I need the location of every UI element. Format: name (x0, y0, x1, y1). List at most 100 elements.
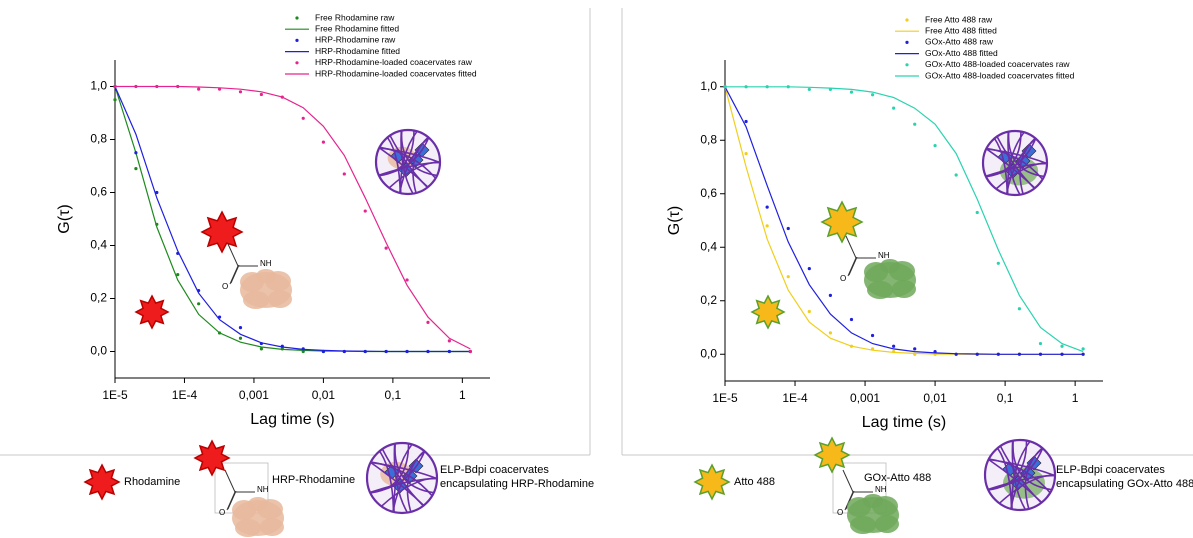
key-note: ELP-Bdpi coacervates encapsulating HRP-R… (440, 464, 595, 490)
protein-icon (232, 497, 284, 537)
y-tick-label: 1,0 (90, 79, 107, 93)
y-tick-label: 0,0 (90, 344, 107, 358)
polymer-strand (1010, 447, 1044, 509)
key-label: HRP-Rhodamine (272, 474, 355, 486)
x-tick-label: 0,1 (385, 388, 402, 402)
x-tick-label: 0,01 (923, 391, 947, 405)
molecule-label: NH (878, 251, 890, 260)
molecule-label: NH (260, 259, 272, 268)
data-point (996, 261, 1000, 265)
key-label: ELP-Bdpi coacervates encapsulating HRP-R… (440, 464, 595, 490)
polymer-strand (398, 137, 430, 194)
coacervate-icon (374, 128, 442, 196)
y-tick-label: 0,6 (700, 186, 717, 200)
data-point (176, 273, 180, 277)
data-point (892, 106, 896, 110)
molecule-label: O (837, 508, 843, 517)
coacervate-icon (981, 129, 1049, 197)
data-point (807, 267, 811, 271)
molecule-bond (224, 469, 255, 511)
data-point (1081, 352, 1085, 356)
y-tick-label: 1,0 (700, 79, 717, 93)
fit-line (724, 86, 1084, 355)
data-point (744, 152, 748, 156)
data-point (786, 275, 790, 279)
legend-label: Free Atto 488 raw (925, 14, 993, 24)
polymer-strand (389, 135, 429, 188)
data-point (954, 173, 958, 177)
legend-label: Free Rhodamine fitted (315, 23, 399, 33)
data-point (828, 331, 833, 335)
polymer-strand (996, 447, 1013, 509)
legend-label: HRP-Rhodamine fitted (315, 46, 400, 56)
data-point (744, 119, 748, 124)
y-tick-label: 0,2 (700, 293, 717, 307)
protein-icon (847, 494, 899, 534)
y-axis-label: G(τ) (666, 206, 683, 235)
data-point (975, 210, 979, 215)
molecule-label: NH (875, 485, 887, 494)
coacervate-icon (983, 438, 1057, 512)
data-point (134, 151, 138, 155)
data-point (155, 190, 159, 195)
molecule-label: O (219, 508, 225, 517)
dye-icon (200, 210, 244, 254)
protein-blob (235, 519, 261, 537)
data-point (765, 205, 769, 209)
data-point (197, 87, 201, 91)
protein-blob (867, 281, 893, 299)
protein-blob (256, 269, 276, 283)
dye-icon (193, 439, 231, 477)
polymer-strand (1005, 138, 1037, 195)
fit-line (725, 86, 1084, 353)
y-axis-label: G(τ) (56, 204, 73, 233)
dye-icon (820, 200, 864, 244)
protein-icon (240, 269, 292, 309)
protein-icon (864, 259, 916, 299)
data-point (892, 344, 896, 348)
legend-marker (905, 18, 909, 22)
dye-icon (750, 294, 786, 330)
data-point (238, 326, 243, 330)
polymer-strand (386, 136, 402, 194)
x-tick-label: 0,001 (239, 388, 269, 402)
data-point (933, 144, 937, 148)
data-point (1038, 341, 1043, 346)
polymer-strand (392, 450, 426, 512)
data-point (259, 92, 263, 97)
x-axis-label: Lag time (s) (250, 411, 334, 428)
polymer-strand (381, 448, 424, 507)
dye-icon (813, 436, 851, 474)
y-tick-label: 0,0 (700, 346, 717, 360)
legend-marker (905, 40, 909, 45)
protein-blob (248, 497, 268, 511)
x-tick-label: 1E-5 (712, 391, 738, 405)
data-point (807, 87, 811, 92)
fit-line (115, 85, 471, 350)
x-tick-label: 0,1 (997, 391, 1014, 405)
dye-icon (134, 294, 170, 330)
data-point (259, 347, 263, 351)
molecule-label: O (840, 274, 846, 283)
data-point (807, 309, 811, 314)
x-tick-label: 1 (1072, 391, 1079, 405)
polymer-strand (996, 136, 1036, 189)
y-tick-label: 0,8 (90, 132, 107, 146)
legend-label: Free Atto 488 fitted (925, 25, 997, 35)
data-point (342, 172, 346, 176)
dye-icon (83, 463, 121, 501)
data-point (321, 140, 326, 144)
data-point (870, 93, 875, 97)
molecule-bond (845, 235, 876, 277)
legend-label: Free Rhodamine raw (315, 12, 395, 22)
data-point (828, 293, 833, 297)
x-axis-label: Lag time (s) (862, 414, 946, 431)
polymer-strand (999, 445, 1042, 504)
protein-blob (863, 494, 883, 508)
data-point (849, 90, 854, 94)
protein-blob (243, 291, 269, 309)
data-point (913, 122, 917, 126)
molecule-label: NH (257, 485, 269, 494)
protein-blob (892, 280, 916, 298)
key-label: Atto 488 (734, 476, 775, 488)
